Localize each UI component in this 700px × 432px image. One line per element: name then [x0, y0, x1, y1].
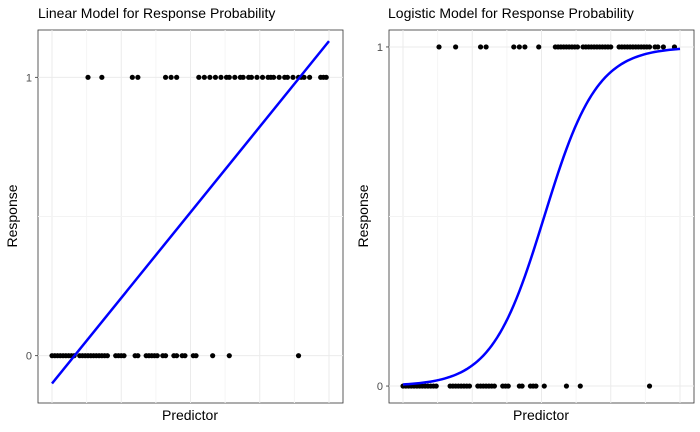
- data-point: [207, 74, 213, 80]
- linear-model-panel: Linear Model for Response Probability 01…: [4, 5, 344, 423]
- data-point: [226, 353, 232, 359]
- data-point: [254, 74, 260, 80]
- data-point: [135, 74, 141, 80]
- y-tick-label: 1: [26, 72, 32, 84]
- data-point: [646, 44, 653, 50]
- data-point: [436, 44, 442, 50]
- data-point: [154, 353, 160, 359]
- data-point: [660, 44, 666, 50]
- linear-panel-title: Linear Model for Response Probability: [38, 5, 275, 21]
- data-point: [511, 44, 517, 50]
- data-point: [541, 383, 547, 389]
- data-point: [577, 383, 583, 389]
- data-point: [295, 353, 302, 359]
- data-point: [85, 74, 91, 80]
- data-point: [201, 74, 207, 80]
- data-point: [563, 383, 570, 389]
- data-point: [290, 74, 296, 80]
- data-point: [483, 44, 489, 50]
- data-point: [271, 74, 277, 80]
- data-point: [516, 44, 522, 50]
- data-point: [196, 74, 202, 80]
- data-point: [519, 383, 525, 389]
- data-point: [276, 74, 282, 80]
- data-point: [477, 44, 484, 50]
- data-point: [240, 74, 246, 80]
- data-point: [505, 383, 511, 389]
- y-tick-label: 0: [377, 381, 383, 393]
- data-point: [182, 353, 188, 359]
- linear-y-ticks: 01: [26, 72, 38, 363]
- logistic-fit-layer: [402, 47, 681, 386]
- logistic-y-axis-label: Response: [355, 184, 371, 247]
- linear-x-axis-label: Predictor: [162, 407, 218, 423]
- data-point: [491, 383, 498, 389]
- data-point: [218, 74, 224, 80]
- data-point: [433, 383, 439, 389]
- data-point: [210, 353, 216, 359]
- linear-points: [49, 74, 329, 359]
- data-point: [162, 74, 169, 80]
- data-point: [466, 383, 473, 389]
- data-point: [574, 44, 581, 50]
- data-point: [99, 74, 105, 80]
- logistic-y-ticks: 01: [377, 42, 389, 393]
- logistic-fit-curve: [402, 47, 681, 386]
- logistic-x-axis-label: Predictor: [513, 407, 569, 423]
- data-point: [226, 74, 232, 80]
- data-point: [104, 353, 110, 359]
- y-tick-label: 1: [377, 42, 383, 54]
- data-point: [162, 353, 169, 359]
- data-point: [323, 74, 329, 80]
- linear-fit-layer: [51, 40, 330, 385]
- logistic-points: [400, 44, 678, 389]
- data-point: [259, 74, 266, 80]
- data-point: [174, 74, 180, 80]
- linear-fit-line: [51, 40, 330, 385]
- data-point: [248, 74, 255, 80]
- data-point: [608, 44, 614, 50]
- data-point: [121, 353, 127, 359]
- data-point: [168, 74, 174, 80]
- data-point: [232, 74, 238, 80]
- data-point: [284, 74, 291, 80]
- data-point: [129, 74, 135, 80]
- data-point: [307, 74, 313, 80]
- data-point: [655, 44, 661, 50]
- data-point: [135, 353, 141, 359]
- data-point: [212, 74, 219, 80]
- data-point: [536, 44, 542, 50]
- data-point: [646, 383, 653, 389]
- data-point: [174, 353, 180, 359]
- data-point: [522, 44, 528, 50]
- y-tick-label: 0: [26, 351, 32, 363]
- data-point: [301, 74, 307, 80]
- logistic-panel-title: Logistic Model for Response Probability: [388, 5, 634, 21]
- data-point: [453, 44, 459, 50]
- data-point: [193, 353, 199, 359]
- data-point: [533, 383, 539, 389]
- logistic-model-panel: Logistic Model for Response Probability …: [355, 5, 695, 423]
- linear-y-axis-label: Response: [4, 184, 20, 247]
